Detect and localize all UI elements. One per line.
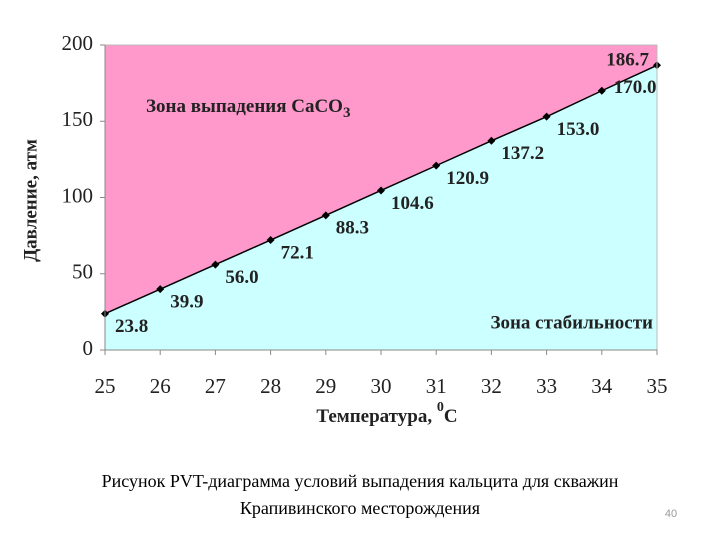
region-below <box>105 65 657 350</box>
value-label: 56.0 <box>225 267 258 288</box>
point-marker <box>432 161 441 170</box>
x-axis-label-unit: C <box>444 406 458 427</box>
point-marker <box>211 260 220 269</box>
value-label: 88.3 <box>336 218 369 239</box>
value-label: 186.7 <box>606 50 649 71</box>
x-tick-label: 29 <box>315 374 336 398</box>
annotation: Зона стабильности <box>490 312 653 333</box>
point-marker <box>321 211 330 220</box>
x-axis-label-main: Температура, <box>316 406 436 427</box>
x-tick-label: 32 <box>481 374 502 398</box>
point-marker <box>377 186 385 195</box>
x-tick-label: 27 <box>205 374 226 398</box>
caption-line: Крапивинского месторождения <box>240 498 480 518</box>
page-number: 40 <box>665 508 677 520</box>
y-tick-label: 50 <box>72 260 93 284</box>
value-label: 137.2 <box>501 143 544 164</box>
annotation-sub: 3 <box>343 105 351 121</box>
value-label: 153.0 <box>557 119 600 140</box>
y-tick-label: 200 <box>62 31 94 55</box>
caption-line: Рисунок PVT-диаграмма условий выпадения … <box>102 471 619 491</box>
annotation: Зона выпадения CaCO3 <box>146 96 350 121</box>
x-axis-label-sup: 0 <box>437 400 444 415</box>
x-tick-label: 31 <box>426 374 447 398</box>
x-tick-label: 33 <box>536 374 557 398</box>
y-axis-label: Давление, атм <box>20 139 41 262</box>
y-tick-label: 0 <box>83 336 94 360</box>
value-label: 104.6 <box>391 193 434 214</box>
x-tick-label: 35 <box>647 374 668 398</box>
value-label: 120.9 <box>446 168 489 189</box>
x-tick-label: 28 <box>260 374 281 398</box>
y-tick-label: 150 <box>62 107 94 131</box>
point-marker <box>542 112 551 121</box>
value-label: 39.9 <box>170 292 203 313</box>
value-label: 72.1 <box>281 242 314 263</box>
point-marker <box>266 236 275 245</box>
x-tick-label: 26 <box>150 374 171 398</box>
point-marker <box>487 136 496 145</box>
value-label: 23.8 <box>115 316 148 337</box>
x-axis-label: Температура, 0C <box>316 400 457 427</box>
value-label: 170.0 <box>614 77 657 98</box>
x-tick-label: 25 <box>95 374 116 398</box>
annotation-main: Зона выпадения CaCO <box>146 96 343 117</box>
point-marker <box>597 86 606 95</box>
x-tick-label: 34 <box>591 374 613 398</box>
point-marker <box>156 285 165 294</box>
y-tick-label: 100 <box>62 183 94 207</box>
x-tick-label: 30 <box>371 374 392 398</box>
